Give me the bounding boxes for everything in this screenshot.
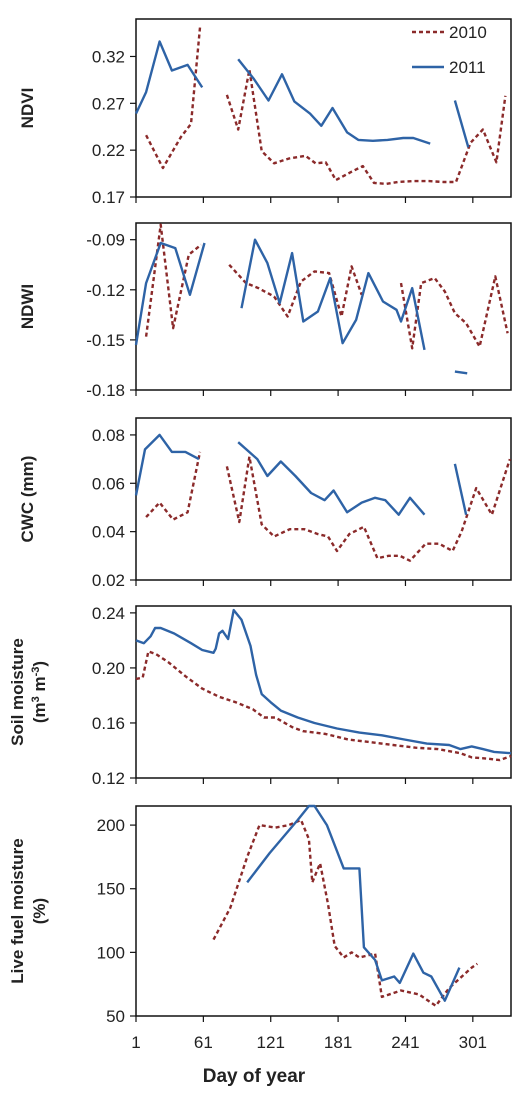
ndwi-series-2011-line <box>240 238 426 351</box>
soil-moisture-y-axis-unit-part: -3 <box>30 667 42 677</box>
cwc-y-tick-label: 0.08 <box>92 426 125 445</box>
cwc-series-2010-line <box>145 451 202 521</box>
plot-area: 0.17 0.22 0.27 0.32 NDVI -0.18 -0.15 -0.12 -0.09… <box>8 18 512 1052</box>
x-tick-label: 1 <box>131 1033 140 1052</box>
live-fuel-moisture-y-tick-label: 50 <box>106 1007 125 1026</box>
soil-moisture-y-axis-unit-part: 3 <box>30 696 42 702</box>
ndvi-series-2010-line <box>145 27 202 170</box>
ndvi-series-2011-line <box>134 40 204 115</box>
soil-moisture-y-axis-unit-part: (m <box>30 702 49 723</box>
panel-cwc: 0.02 0.04 0.06 0.08 CWC (mm) <box>18 417 512 590</box>
soil-moisture-plot-frame <box>135 605 512 779</box>
soil-moisture-y-tick-label: 0.20 <box>92 659 125 678</box>
live-fuel-moisture-series-2011-line <box>246 804 461 1002</box>
legend: 2010 2011 <box>412 23 487 77</box>
live-fuel-moisture-plot-frame <box>135 805 512 1017</box>
x-axis: Day of year <box>203 1066 306 1087</box>
ndwi-y-tick-label: -0.18 <box>86 381 125 400</box>
x-tick-label: 181 <box>324 1033 352 1052</box>
x-axis-label: Day of year <box>203 1066 306 1087</box>
soil-moisture-y-axis-unit-part: m <box>30 676 49 696</box>
ndvi-series-2011-line <box>237 58 431 145</box>
soil-moisture-y-axis-unit: (m3 m-3) <box>30 661 49 723</box>
legend-label-2010: 2010 <box>449 23 487 42</box>
live-fuel-moisture-y-tick-label: 150 <box>97 880 125 899</box>
ndvi-series-2010-line <box>225 68 507 186</box>
soil-moisture-y-tick-label: 0.12 <box>92 769 125 788</box>
cwc-series-2010-line <box>225 455 512 562</box>
ndvi-y-tick-label: 0.17 <box>92 188 125 207</box>
ndwi-y-tick-label: -0.15 <box>86 331 125 350</box>
soil-moisture-y-axis-unit-part: ) <box>30 661 49 667</box>
cwc-y-tick-label: 0.06 <box>92 474 125 493</box>
cwc-series-2011-line <box>453 463 468 515</box>
ndwi-plot-frame <box>135 222 512 391</box>
soil-moisture-y-tick-label: 0.24 <box>92 604 125 623</box>
x-tick-label: 301 <box>459 1033 487 1052</box>
x-tick-label: 61 <box>194 1033 213 1052</box>
panel-ndwi: -0.18 -0.15 -0.12 -0.09 NDWI <box>18 222 512 400</box>
live-fuel-moisture-y-tick-label: 200 <box>97 816 125 835</box>
ndvi-y-axis-label: NDVI <box>18 88 37 129</box>
x-tick-label: 121 <box>257 1033 285 1052</box>
live-fuel-moisture-y-axis-label: Live fuel moisture <box>8 838 27 983</box>
soil-moisture-y-axis-label: Soil moisture <box>8 638 27 746</box>
cwc-y-axis-label: CWC (mm) <box>18 456 37 543</box>
cwc-y-tick-label: 0.02 <box>92 571 125 590</box>
cwc-series-2011-line <box>134 433 200 496</box>
ndwi-y-tick-label: -0.09 <box>86 231 125 250</box>
ndwi-series-2010-line <box>228 263 363 318</box>
ndwi-y-axis-label: NDWI <box>18 284 37 329</box>
ndwi-series-2010-line <box>144 223 202 337</box>
ndvi-series-2011-line <box>453 100 470 148</box>
panel-soil-moisture: 0.12 0.16 0.20 0.24 Soil moisture (m3 m-3) <box>8 604 512 788</box>
ndwi-y-tick-label: -0.12 <box>86 281 125 300</box>
ndwi-series-2011-line <box>134 241 206 346</box>
ndwi-series-2011-line <box>454 370 468 375</box>
panel-ndvi: 0.17 0.22 0.27 0.32 NDVI <box>18 18 512 207</box>
ndvi-y-tick-label: 0.27 <box>92 94 125 113</box>
live-fuel-moisture-y-tick-label: 100 <box>97 943 125 962</box>
soil-moisture-y-tick-label: 0.16 <box>92 714 125 733</box>
ndvi-y-tick-label: 0.32 <box>92 47 125 66</box>
cwc-series-2011-line <box>237 441 426 516</box>
panel-live-fuel-moisture: 50 100 150 200 1 61 121 181 241 301 Live fuel mois… <box>8 804 512 1052</box>
live-fuel-moisture-y-axis-unit: (%) <box>30 898 49 924</box>
soil-moisture-series-2010-line <box>135 650 512 762</box>
legend-label-2011: 2011 <box>449 58 486 77</box>
x-tick-label: 241 <box>391 1033 419 1052</box>
ndvi-y-tick-label: 0.22 <box>92 141 125 160</box>
soil-moisture-series-2011-line <box>135 608 512 755</box>
cwc-y-tick-label: 0.04 <box>92 523 125 542</box>
live-fuel-moisture-series-2010-line <box>212 818 478 1007</box>
